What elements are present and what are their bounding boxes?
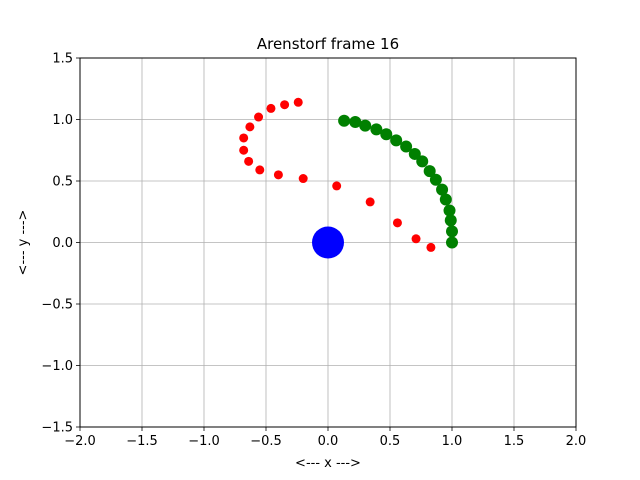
data-point-series-2	[423, 165, 436, 178]
data-point-series-2	[436, 183, 449, 196]
x-axis-label: <--- x --->	[295, 456, 361, 471]
data-point-series-2	[439, 193, 452, 206]
data-point-series-1	[411, 234, 421, 244]
data-point-series-2	[338, 114, 351, 127]
x-tick-label: 2.0	[566, 434, 587, 449]
data-point-series-2	[349, 115, 362, 128]
data-point-series-1	[365, 197, 375, 207]
data-point-series-2	[446, 236, 458, 249]
x-tick-label: −2.0	[64, 434, 96, 449]
y-tick-label: 0.0	[52, 236, 73, 251]
x-tick-label: −1.0	[188, 434, 220, 449]
y-axis-label: <--- y --->	[16, 210, 31, 276]
y-tick-label: −1.0	[41, 359, 73, 374]
data-point-series-2	[380, 128, 393, 141]
data-point-series-2	[359, 119, 372, 132]
data-point-series-1	[239, 145, 249, 155]
y-tick-label: 1.5	[52, 52, 73, 67]
data-point-series-2	[408, 147, 421, 160]
data-point-series-1	[254, 112, 264, 122]
y-tick-label: −0.5	[41, 298, 73, 313]
data-point-series-1	[255, 165, 265, 175]
data-point-series-2	[444, 214, 457, 227]
data-point-series-2	[446, 225, 458, 238]
x-tick-label: −0.5	[250, 434, 282, 449]
x-tick-label: 1.5	[504, 434, 525, 449]
data-point-series-2	[390, 134, 403, 147]
x-tick-label: 0.0	[318, 434, 339, 449]
data-point-series-1	[239, 133, 249, 143]
x-tick-label: 1.0	[442, 434, 463, 449]
data-point-series-1	[426, 242, 436, 252]
data-point-series-2	[416, 155, 429, 168]
data-point-series-3	[312, 226, 344, 259]
data-point-series-2	[370, 123, 383, 136]
data-point-series-1	[244, 156, 254, 166]
data-point-series-1	[266, 103, 276, 113]
axis-ticks: −2.0 −1.5 −1.0 −0.5 0.0 0.5 1.0 1.5 2.0−1.5−1.0−…	[41, 52, 586, 450]
data-points	[239, 97, 458, 259]
x-tick-label: 0.5	[380, 434, 401, 449]
chart-title: Arenstorf frame 16	[257, 35, 399, 53]
data-point-series-2	[429, 173, 442, 186]
y-tick-label: 0.5	[52, 175, 73, 190]
data-point-series-1	[280, 100, 290, 110]
data-point-series-1	[332, 181, 342, 191]
data-point-series-1	[273, 170, 283, 180]
data-point-series-1	[245, 122, 255, 132]
data-point-series-1	[298, 174, 308, 184]
data-point-series-1	[293, 97, 303, 107]
data-point-series-2	[400, 140, 413, 153]
x-tick-label: −1.5	[126, 434, 158, 449]
data-point-series-2	[443, 204, 456, 217]
data-point-series-1	[392, 218, 402, 228]
y-tick-label: 1.0	[52, 113, 73, 128]
y-tick-label: −1.5	[41, 421, 73, 436]
